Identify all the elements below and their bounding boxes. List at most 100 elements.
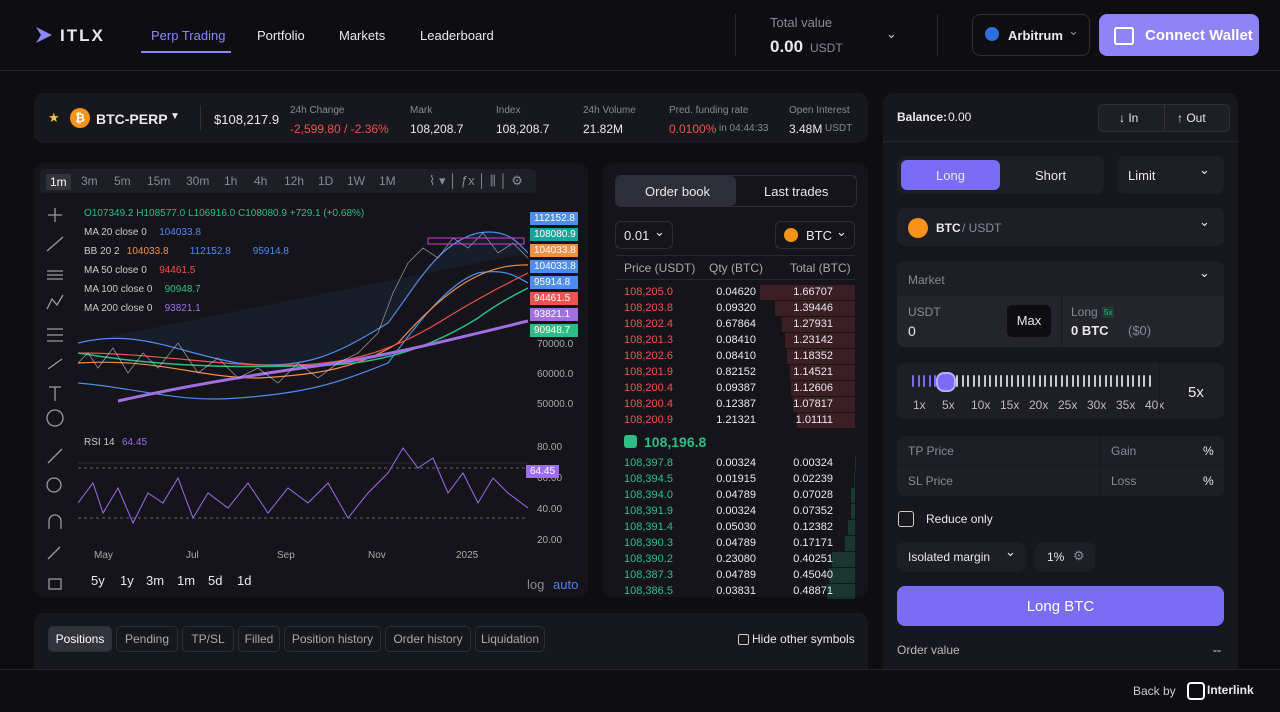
leverage[interactable]: 5x bbox=[1188, 384, 1204, 401]
leverage-mark[interactable]: 10x bbox=[971, 398, 990, 412]
range[interactable]: 1y bbox=[120, 573, 134, 588]
log-toggle[interactable]: log bbox=[527, 577, 544, 592]
stat-value: 108,208.7 bbox=[496, 122, 549, 136]
ob-header: Qty (BTC) bbox=[709, 261, 763, 275]
nav-link[interactable]: Leaderboard bbox=[420, 28, 494, 43]
mode[interactable]: Market bbox=[908, 273, 945, 287]
interval[interactable]: 1M bbox=[379, 174, 396, 188]
ob-price: 108,391.9 bbox=[624, 505, 673, 517]
range[interactable]: 1m bbox=[177, 573, 195, 588]
hide-checkbox[interactable] bbox=[738, 634, 749, 645]
slider-tick bbox=[1072, 375, 1074, 387]
interval[interactable]: 4h bbox=[254, 174, 267, 188]
logo-icon bbox=[34, 25, 54, 45]
price-axis-label: 70000.0 bbox=[537, 339, 573, 350]
leverage-mark[interactable]: 25x bbox=[1058, 398, 1077, 412]
nav-link[interactable]: Markets bbox=[339, 28, 385, 43]
in-button[interactable]: ↓ In bbox=[1119, 111, 1138, 125]
leverage-mark[interactable]: 35x bbox=[1116, 398, 1135, 412]
dropdown[interactable]: ▼ bbox=[170, 111, 180, 122]
price: $108,217.9 bbox=[214, 112, 279, 127]
pair-select[interactable]: BTC / USDT ⌄ bbox=[897, 208, 1224, 246]
slider-tick bbox=[918, 375, 920, 387]
indicator-name: MA 20 close 0 bbox=[84, 227, 147, 238]
reduce-checkbox[interactable] bbox=[898, 511, 914, 527]
brand: Interlink bbox=[1207, 683, 1254, 697]
indicator-value: 104033.8 bbox=[159, 227, 201, 238]
leverage-mark[interactable]: 20x bbox=[1029, 398, 1048, 412]
slider-tick bbox=[1121, 375, 1123, 387]
nav-link[interactable]: Perp Trading bbox=[151, 28, 225, 43]
nav-underline bbox=[141, 51, 231, 53]
slider-tick bbox=[989, 375, 991, 387]
tab[interactable]: Filled bbox=[238, 626, 280, 652]
stat-extra: USDT bbox=[825, 123, 852, 134]
range[interactable]: 5y bbox=[91, 573, 105, 588]
interval[interactable]: 12h bbox=[284, 174, 304, 188]
leverage-mark[interactable]: 15x bbox=[1000, 398, 1019, 412]
leverage-mark[interactable]: 5x bbox=[942, 398, 955, 412]
symbol[interactable]: BTC-PERP bbox=[96, 111, 168, 127]
tab[interactable]: Pending bbox=[116, 626, 178, 652]
interval[interactable]: 1m bbox=[46, 174, 71, 190]
stat-label: 24h Change bbox=[290, 105, 345, 116]
order-type[interactable]: Limit⌄ bbox=[1117, 156, 1224, 194]
submit[interactable]: Long BTC bbox=[897, 586, 1224, 626]
slider-tick bbox=[967, 375, 969, 387]
tab[interactable]: TP/SL bbox=[182, 626, 234, 652]
tab[interactable]: Order history bbox=[385, 626, 471, 652]
interval[interactable]: 1h bbox=[224, 174, 237, 188]
tab[interactable]: Liquidation bbox=[475, 626, 545, 652]
interval[interactable]: 30m bbox=[186, 174, 209, 188]
ob-qty: 0.12387 bbox=[683, 398, 756, 410]
asset-select[interactable]: BTC⌄ bbox=[775, 221, 855, 249]
max-button[interactable]: Max bbox=[1007, 305, 1051, 337]
leverage-mark[interactable]: 40x bbox=[1145, 398, 1164, 412]
network-button[interactable]: Arbitrum ⌄ bbox=[972, 14, 1090, 56]
sl-price[interactable]: SL Price bbox=[908, 474, 953, 488]
out-button[interactable]: ↑ Out bbox=[1177, 111, 1206, 125]
connect-wallet[interactable]: Connect Wallet bbox=[1099, 14, 1259, 56]
gain[interactable]: Gain bbox=[1111, 444, 1136, 458]
range[interactable]: 1d bbox=[237, 573, 251, 588]
favorite[interactable]: ★ bbox=[48, 110, 60, 126]
slider-tick bbox=[1061, 375, 1063, 387]
range[interactable]: 3m bbox=[146, 573, 164, 588]
size-select[interactable]: 0.01⌄ bbox=[615, 221, 673, 249]
ob-header: Total (BTC) bbox=[790, 261, 851, 275]
ob-price: 108,390.2 bbox=[624, 553, 673, 565]
margin-select[interactable]: Isolated margin⌄ bbox=[897, 542, 1026, 572]
leverage-mark[interactable]: 1x bbox=[913, 398, 926, 412]
slider-tick bbox=[1039, 375, 1041, 387]
interval[interactable]: 3m bbox=[81, 174, 98, 188]
ob-qty: 0.03831 bbox=[683, 585, 756, 597]
chevron[interactable]: ⌄ bbox=[886, 26, 897, 42]
usdt-value[interactable]: 0 bbox=[908, 323, 916, 339]
ob-total: 0.12382 bbox=[763, 521, 833, 533]
nav-link[interactable]: Portfolio bbox=[257, 28, 305, 43]
interval[interactable]: 1W bbox=[347, 174, 365, 188]
tab[interactable]: Positions bbox=[48, 626, 112, 652]
interval[interactable]: 1D bbox=[318, 174, 333, 188]
interval[interactable]: 5m bbox=[114, 174, 131, 188]
tab[interactable]: Position history bbox=[284, 626, 381, 652]
tab[interactable]: Order book bbox=[645, 184, 710, 199]
slider-thumb[interactable] bbox=[936, 372, 956, 392]
chart-tools[interactable]: ⌇ ▾ │ ƒx │ ⫼ │ ⚙ bbox=[429, 173, 523, 189]
rsi-value: 64.45 bbox=[122, 437, 147, 448]
slippage[interactable]: 1%⚙ bbox=[1035, 542, 1095, 572]
interval[interactable]: 15m bbox=[147, 174, 170, 188]
side[interactable]: Short bbox=[1035, 168, 1066, 183]
ob-total: 0.40251 bbox=[763, 553, 833, 565]
auto-toggle[interactable]: auto bbox=[553, 577, 578, 592]
slider-tick bbox=[1011, 375, 1013, 387]
tp-price[interactable]: TP Price bbox=[908, 444, 954, 458]
footer: Back by Interlink bbox=[0, 669, 1280, 712]
stat-label: Index bbox=[496, 105, 520, 116]
stat-value: 108,208.7 bbox=[410, 122, 463, 136]
ob-price: 108,397.8 bbox=[624, 457, 673, 469]
leverage-mark[interactable]: 30x bbox=[1087, 398, 1106, 412]
loss[interactable]: Loss bbox=[1111, 474, 1136, 488]
range[interactable]: 5d bbox=[208, 573, 222, 588]
tab[interactable]: Last trades bbox=[764, 184, 828, 199]
